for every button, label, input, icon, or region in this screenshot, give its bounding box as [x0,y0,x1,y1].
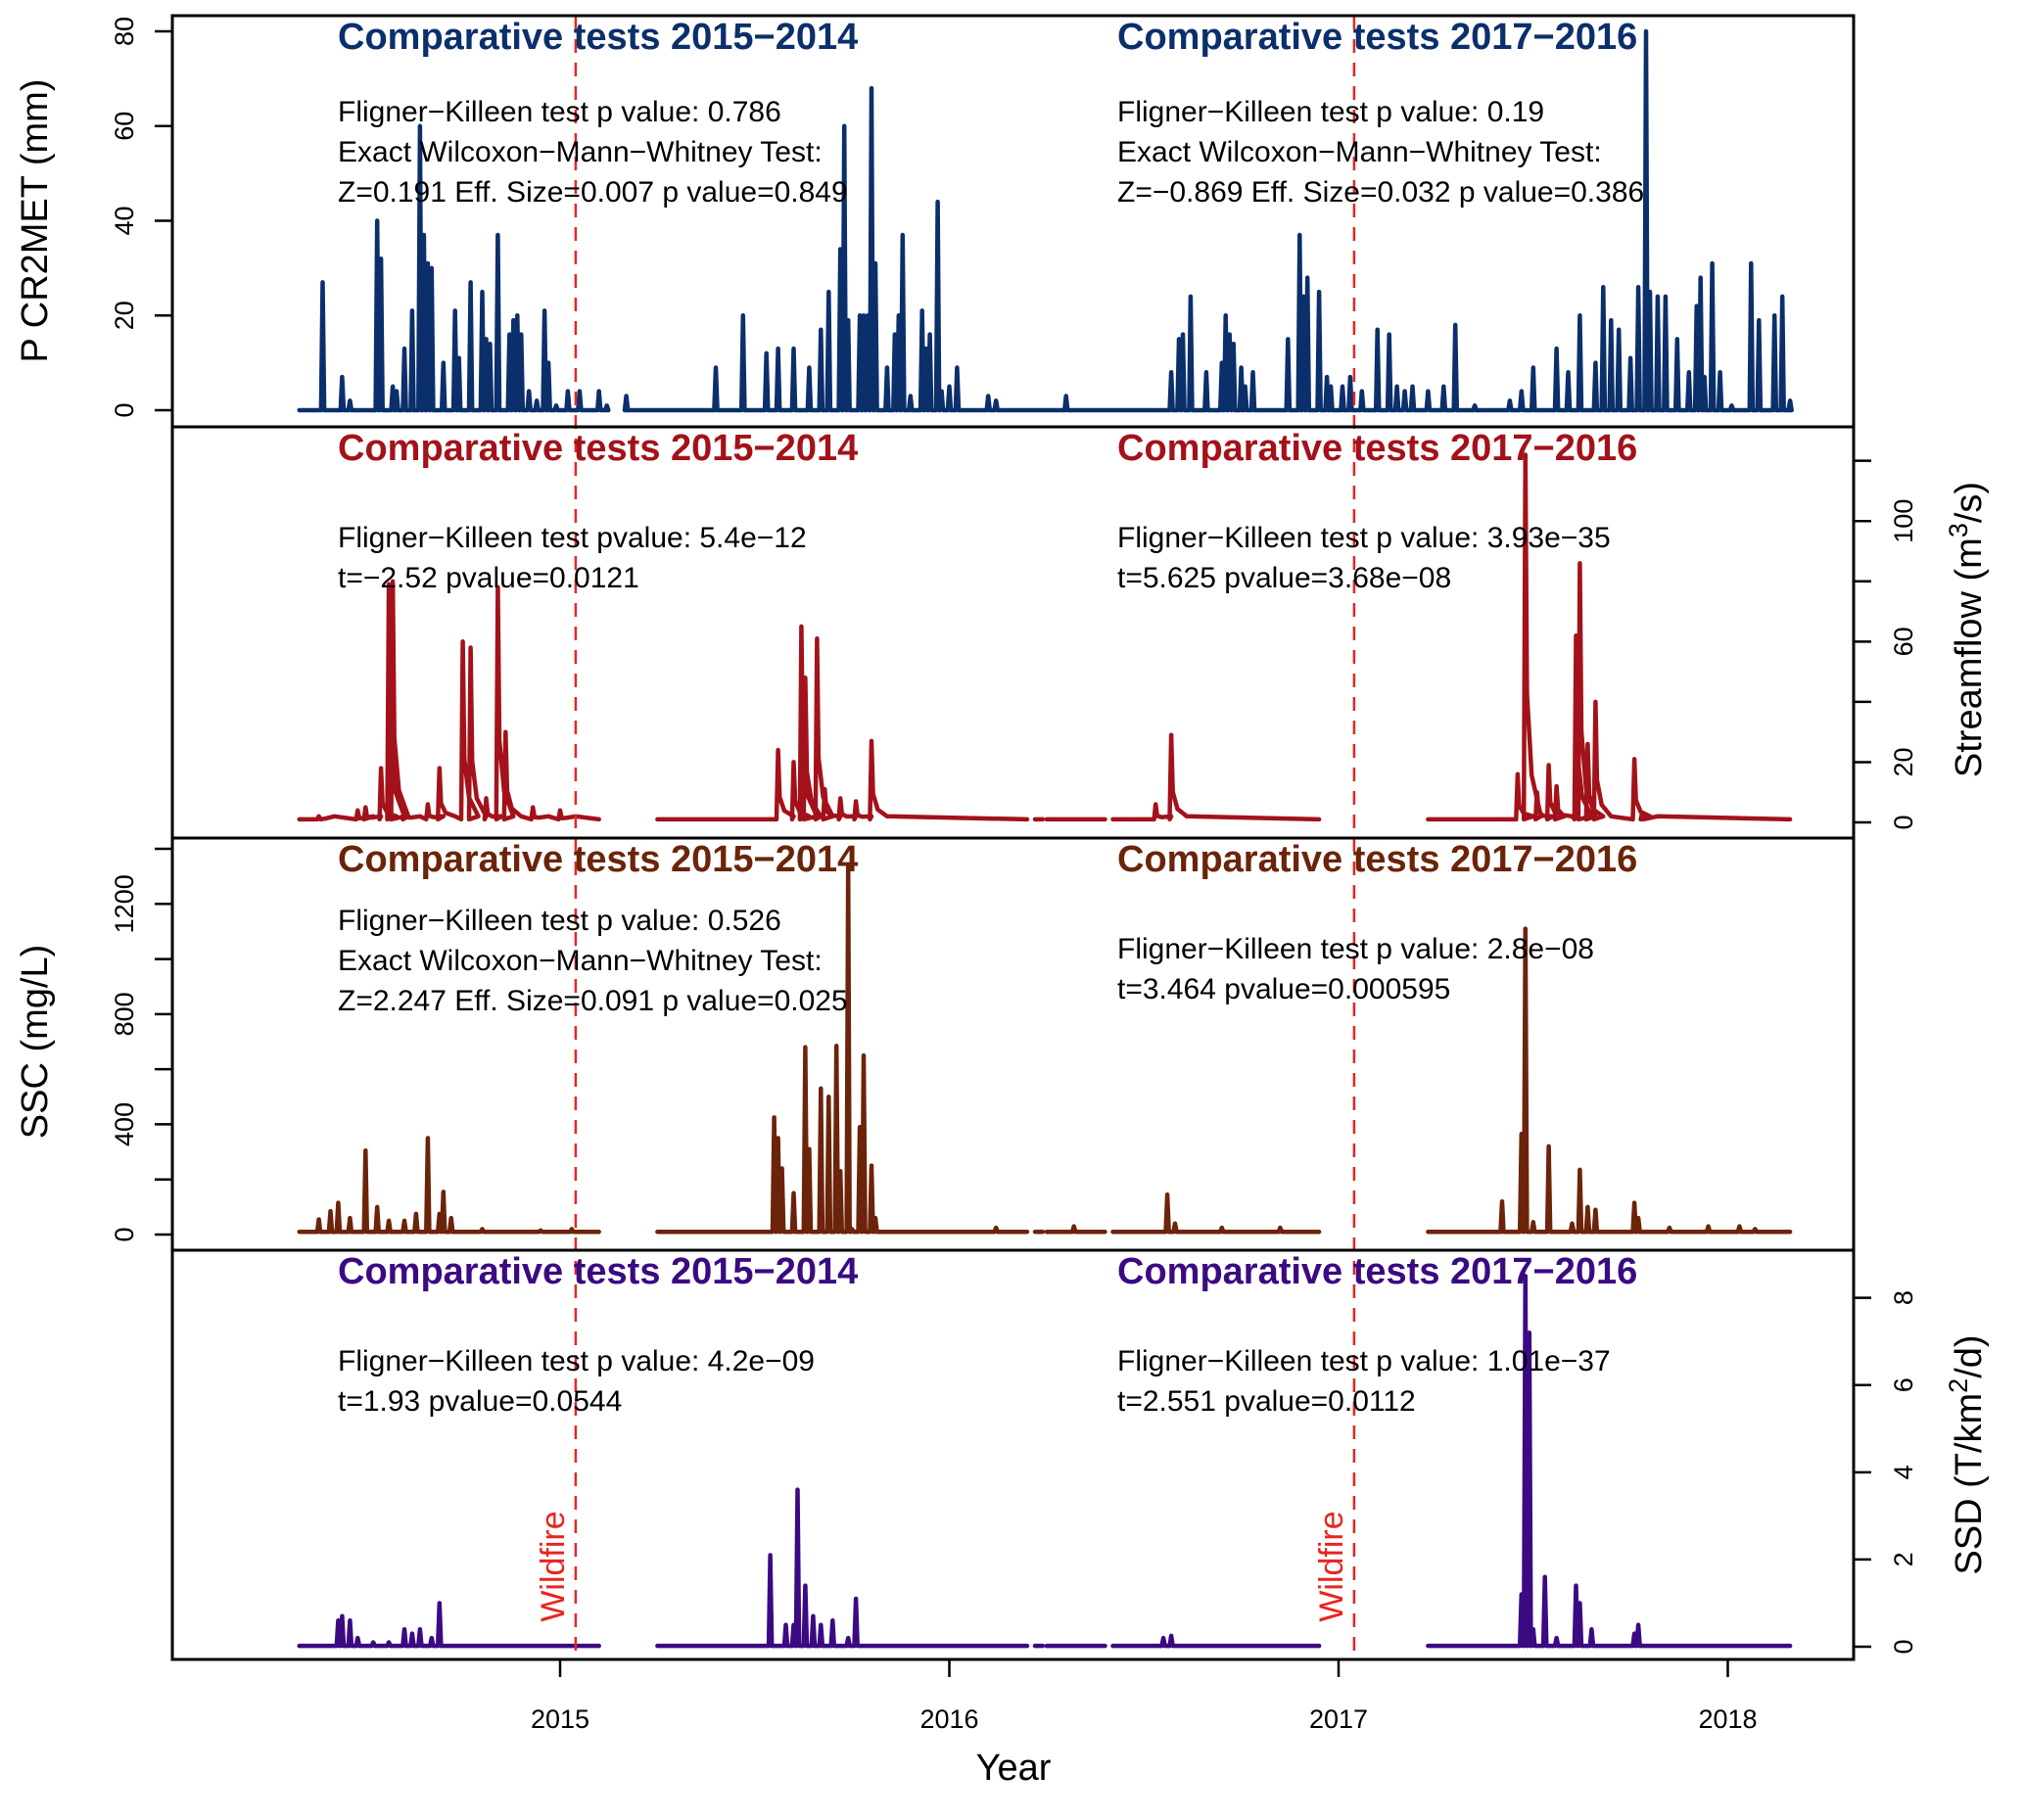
stat-line: Fligner−Killeen test p value: 3.93e−35 [1117,522,1611,554]
comparison-title: Comparative tests 2017−2016 [1117,428,1637,469]
y-tick-label-ssd: 0 [1889,1639,1918,1654]
series-ssd [297,1274,1793,1649]
stat-line: t=−2.52 pvalue=0.0121 [338,562,639,594]
y-tick-label-ssd: 6 [1889,1377,1918,1392]
y-axis-label-streamflow: Streamflow (m3/s) [1944,482,1990,777]
annotation-ssc: Comparative tests 2015−2014 Fligner−Kille… [338,839,1637,1017]
x-tick-label: 2016 [919,1704,978,1734]
series-line-ssd [655,1487,1030,1649]
comparison-title: Comparative tests 2015−2014 [338,17,858,58]
y-axis-label-precip: P CR2MET (mm) [15,79,56,363]
wildfire-label: Wildfire [535,1511,572,1621]
y-tick-label-ssc: 0 [110,1227,139,1241]
stat-line: Fligner−Killeen test p value: 1.01e−37 [1117,1345,1611,1377]
series-line-precip [297,123,611,413]
series-ssc [297,863,1793,1235]
annotation-ssd: Comparative tests 2015−2014 Fligner−Kille… [338,1251,1637,1418]
series-line-streamflow [297,579,601,822]
panel-frame-ssd [170,1248,1856,1661]
series-line-ssc [1426,926,1793,1235]
series-line-precip [622,28,1794,413]
comparison-title: Comparative tests 2017−2016 [1117,17,1637,58]
wildfire-label: Wildfire [1313,1511,1350,1621]
series-line-ssd [1426,1274,1793,1649]
comparison-title: Comparative tests 2015−2014 [338,1251,858,1292]
wildfire-event-layer: Wildfire Wildfire [535,16,1356,1659]
y-tick-label-streamflow: 60 [1889,627,1918,656]
y-tick-label-precip: 60 [110,112,139,141]
stat-line: Fligner−Killeen test p value: 0.786 [338,96,781,128]
stat-line: Z=2.247 Eff. Size=0.091 p value=0.025 [338,985,848,1017]
x-tick-label: 2015 [531,1704,589,1734]
series-streamflow [297,452,1793,822]
y-tick-label-streamflow: 0 [1889,815,1918,829]
stat-line: Exact Wilcoxon−Mann−Whitney Test: [338,136,823,168]
x-tick-label: 2017 [1309,1704,1368,1734]
stat-line: Fligner−Killeen test p value: 0.19 [1117,96,1544,128]
stat-line: Fligner−Killeen test p value: 2.8e−08 [1117,933,1594,965]
series-line-streamflow [655,624,1030,822]
y-axis-precip: 0 20 40 60 80 P CR2MET (mm) [15,17,174,418]
y-axis-label-ssd: SSD (T/km2/d) [1944,1334,1990,1574]
series-line-ssc [1044,1224,1107,1235]
annotation-layer: Comparative tests 2015−2014 Fligner−Kille… [338,17,1644,1418]
series-line-ssc [655,863,1030,1235]
y-tick-label-precip: 80 [110,17,139,46]
y-axis-ssc: 0 400 800 1200 SSC (mg/L) [15,847,174,1242]
stat-line: Fligner−Killeen test p value: 0.526 [338,905,781,937]
series-line-ssc [1110,1191,1322,1235]
series-line-streamflow [1426,452,1793,822]
y-tick-label-precip: 0 [110,402,139,417]
panel-frame-ssc [170,836,1856,1252]
comparison-title: Comparative tests 2017−2016 [1117,839,1637,880]
series-line-ssd [1110,1633,1322,1649]
stat-line: t=2.551 pvalue=0.0112 [1117,1385,1416,1418]
y-tick-label-ssc: 400 [110,1102,139,1146]
y-tick-label-ssd: 2 [1889,1552,1918,1566]
stat-line: Exact Wilcoxon−Mann−Whitney Test: [338,945,823,977]
annotation-precip: Comparative tests 2015−2014 Fligner−Kille… [338,17,1644,209]
y-tick-label-precip: 20 [110,301,139,330]
x-axis-label: Year [976,1748,1052,1789]
series-precip [297,28,1794,413]
y-axis-streamflow: 0 20 60 100 Streamflow (m3/s) [1852,459,1990,830]
y-tick-label-ssd: 4 [1889,1465,1918,1479]
panel-frame-streamflow [170,425,1856,840]
y-tick-label-streamflow: 100 [1889,499,1918,543]
annotation-streamflow: Comparative tests 2015−2014 Fligner−Kille… [338,428,1637,594]
stat-line: Fligner−Killeen test p value: 4.2e−09 [338,1345,815,1377]
comparison-title: Comparative tests 2015−2014 [338,428,858,469]
comparison-title: Comparative tests 2017−2016 [1117,1251,1637,1292]
series-line-ssc [297,1136,601,1235]
stat-line: t=5.625 pvalue=3.68e−08 [1117,562,1451,594]
y-tick-label-ssc: 800 [110,992,139,1036]
stat-line: Z=−0.869 Eff. Size=0.032 p value=0.386 [1117,176,1644,209]
series-layer [297,28,1794,1649]
y-tick-label-ssc: 1200 [110,874,139,933]
series-line-streamflow [1110,732,1322,822]
series-line-ssd [297,1601,601,1649]
x-axis: 2015 2016 2017 2018 [531,1657,1758,1734]
y-axis-label-ssc: SSC (mg/L) [15,945,56,1139]
y-axis-ssd: 0 2 4 6 8 SSD (T/km2/d) [1852,1290,1990,1655]
stat-line: Exact Wilcoxon−Mann−Whitney Test: [1117,136,1602,168]
stat-line: Fligner−Killeen test pvalue: 5.4e−12 [338,522,807,554]
stat-line: Z=0.191 Eff. Size=0.007 p value=0.849 [338,176,848,209]
y-tick-label-streamflow: 20 [1889,747,1918,776]
y-tick-label-precip: 40 [110,206,139,235]
x-tick-label: 2018 [1698,1704,1757,1734]
stat-line: t=3.464 pvalue=0.000595 [1117,973,1450,1005]
y-tick-label-ssd: 8 [1889,1290,1918,1305]
stat-line: t=1.93 pvalue=0.0544 [338,1385,622,1418]
comparison-title: Comparative tests 2015−2014 [338,839,858,880]
